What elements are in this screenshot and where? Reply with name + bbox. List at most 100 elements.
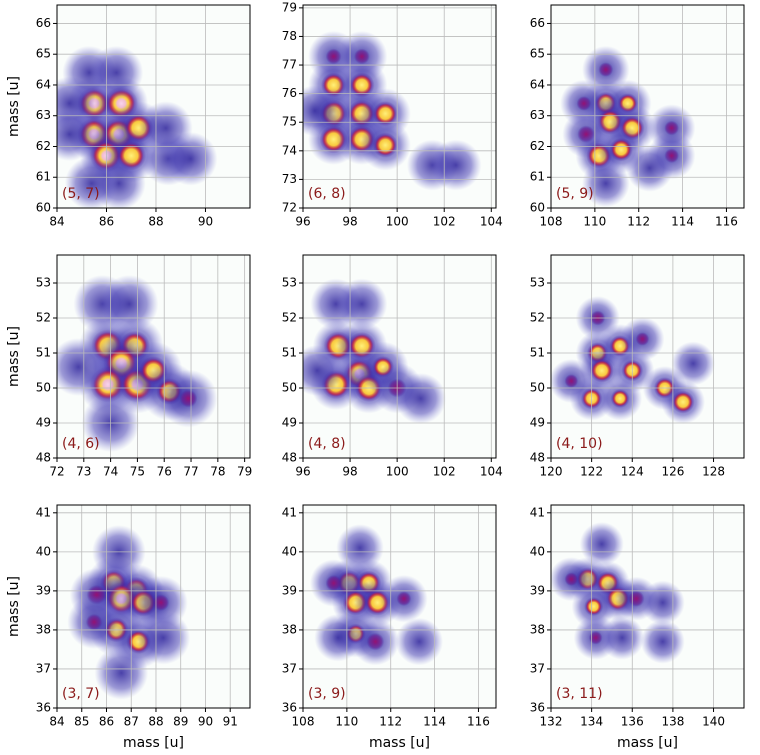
y-tick-label: 49 xyxy=(530,416,545,430)
y-tick-label: 60 xyxy=(36,201,51,215)
density-peak xyxy=(671,341,716,386)
x-tick-label: 88 xyxy=(148,715,163,729)
y-tick-label: 65 xyxy=(36,47,51,61)
y-tick-label: 72 xyxy=(282,201,297,215)
plot-frame xyxy=(302,504,497,709)
x-tick-label: 86 xyxy=(99,215,114,229)
y-tick-label: 40 xyxy=(282,544,297,558)
panel-label: (3, 9) xyxy=(308,686,346,702)
density-peak xyxy=(57,337,108,397)
y-tick-label: 39 xyxy=(282,583,297,597)
x-tick-label: 114 xyxy=(423,715,446,729)
panel-label: (6, 8) xyxy=(308,186,346,202)
panel: 84 85 86 87 88 89 90 91 36 37 38 39 40 41 (3, 7) mass [… xyxy=(6,504,251,751)
y-tick-label: 40 xyxy=(36,544,51,558)
x-tick-label: 122 xyxy=(580,465,603,479)
x-tick-label: 98 xyxy=(342,215,357,229)
y-tick-label: 65 xyxy=(530,47,545,61)
x-tick-label: 114 xyxy=(671,215,694,229)
x-tick-label: 140 xyxy=(702,715,725,729)
heatmap xyxy=(551,522,685,664)
y-tick-label: 48 xyxy=(282,451,297,465)
density-peak xyxy=(94,646,149,700)
y-tick-label: 63 xyxy=(530,108,545,122)
y-tick-label: 66 xyxy=(530,16,545,30)
heatmap xyxy=(57,274,218,453)
y-tick-label: 36 xyxy=(36,701,51,715)
x-tick-label: 87 xyxy=(124,715,139,729)
y-tick-label: 49 xyxy=(36,416,51,430)
y-tick-label: 51 xyxy=(282,346,297,360)
panel-label: (5, 7) xyxy=(62,186,100,202)
x-tick-label: 132 xyxy=(540,715,563,729)
panel-label: (5, 9) xyxy=(556,186,594,202)
panel: 108 110 112 114 116 60 61 62 63 64 65 66 (5, 9) xyxy=(530,4,745,229)
y-tick-label: 52 xyxy=(530,311,545,325)
y-tick-label: 52 xyxy=(36,311,51,325)
panel: 132 134 136 138 140 36 37 38 39 40 41 (3, 11) mass [… xyxy=(530,504,745,751)
y-tick-label: 51 xyxy=(36,346,51,360)
x-tick-label: 134 xyxy=(580,715,603,729)
y-tick-label: 64 xyxy=(530,77,545,91)
density-peak xyxy=(57,107,97,161)
x-axis-label: mass [u] xyxy=(369,735,430,751)
x-tick-label: 88 xyxy=(148,215,163,229)
x-tick-label: 75 xyxy=(130,465,145,479)
y-tick-label: 61 xyxy=(530,170,545,184)
density-peak xyxy=(661,379,706,425)
y-tick-label: 41 xyxy=(530,505,545,519)
x-tick-label: 116 xyxy=(715,215,738,229)
y-tick-label: 62 xyxy=(530,139,545,153)
density-peak xyxy=(582,45,630,94)
y-tick-label: 66 xyxy=(36,16,51,30)
density-peak xyxy=(640,619,685,664)
plot-frame xyxy=(56,254,251,459)
density-peak xyxy=(647,104,696,152)
y-tick-label: 37 xyxy=(282,661,297,675)
x-tick-label: 84 xyxy=(49,715,64,729)
x-tick-label: 74 xyxy=(103,465,118,479)
y-tick-label: 51 xyxy=(530,346,545,360)
x-tick-label: 112 xyxy=(627,215,650,229)
y-tick-label: 60 xyxy=(530,201,545,215)
y-axis-label: mass [u] xyxy=(6,326,22,387)
x-axis-label: mass [u] xyxy=(123,735,184,751)
heatmap xyxy=(303,278,447,424)
y-tick-label: 62 xyxy=(36,139,51,153)
y-tick-label: 49 xyxy=(282,416,297,430)
x-tick-label: 136 xyxy=(621,715,644,729)
x-tick-label: 100 xyxy=(386,215,409,229)
density-peak xyxy=(139,101,193,155)
x-tick-label: 116 xyxy=(467,715,490,729)
density-peak xyxy=(625,144,674,192)
panel: 96 98 100 102 104 48 49 50 51 52 53 (4, 8) xyxy=(282,254,503,479)
density-peak xyxy=(89,45,144,100)
y-tick-label: 38 xyxy=(530,622,545,636)
y-tick-label: 36 xyxy=(282,701,297,715)
panel: 72 73 74 75 76 77 78 79 48 49 50 51 52 53 (4, 6) mass [… xyxy=(6,254,252,479)
y-tick-label: 64 xyxy=(36,77,51,91)
density-peak xyxy=(551,557,594,602)
y-tick-label: 40 xyxy=(530,544,545,558)
density-peak xyxy=(303,85,341,137)
y-tick-label: 61 xyxy=(36,170,51,184)
plot-frame xyxy=(56,504,251,709)
y-tick-label: 38 xyxy=(282,622,297,636)
y-tick-label: 41 xyxy=(282,505,297,519)
plot-frame xyxy=(550,504,745,709)
y-axis-label: mass [u] xyxy=(6,76,22,137)
heatmap xyxy=(57,45,218,208)
x-tick-label: 104 xyxy=(480,215,503,229)
y-axis-label: mass [u] xyxy=(6,576,22,637)
density-peak xyxy=(336,278,388,330)
plot-frame xyxy=(302,254,497,459)
y-tick-label: 39 xyxy=(530,583,545,597)
y-tick-label: 53 xyxy=(530,276,545,290)
density-peak xyxy=(309,559,358,607)
y-tick-label: 48 xyxy=(530,451,545,465)
panel: 108 110 112 114 116 36 37 38 39 40 41 (3, 9) mass [u… xyxy=(282,504,497,751)
x-tick-label: 89 xyxy=(173,715,188,729)
x-axis-label: mass [u] xyxy=(617,735,678,751)
density-peak xyxy=(64,156,119,208)
